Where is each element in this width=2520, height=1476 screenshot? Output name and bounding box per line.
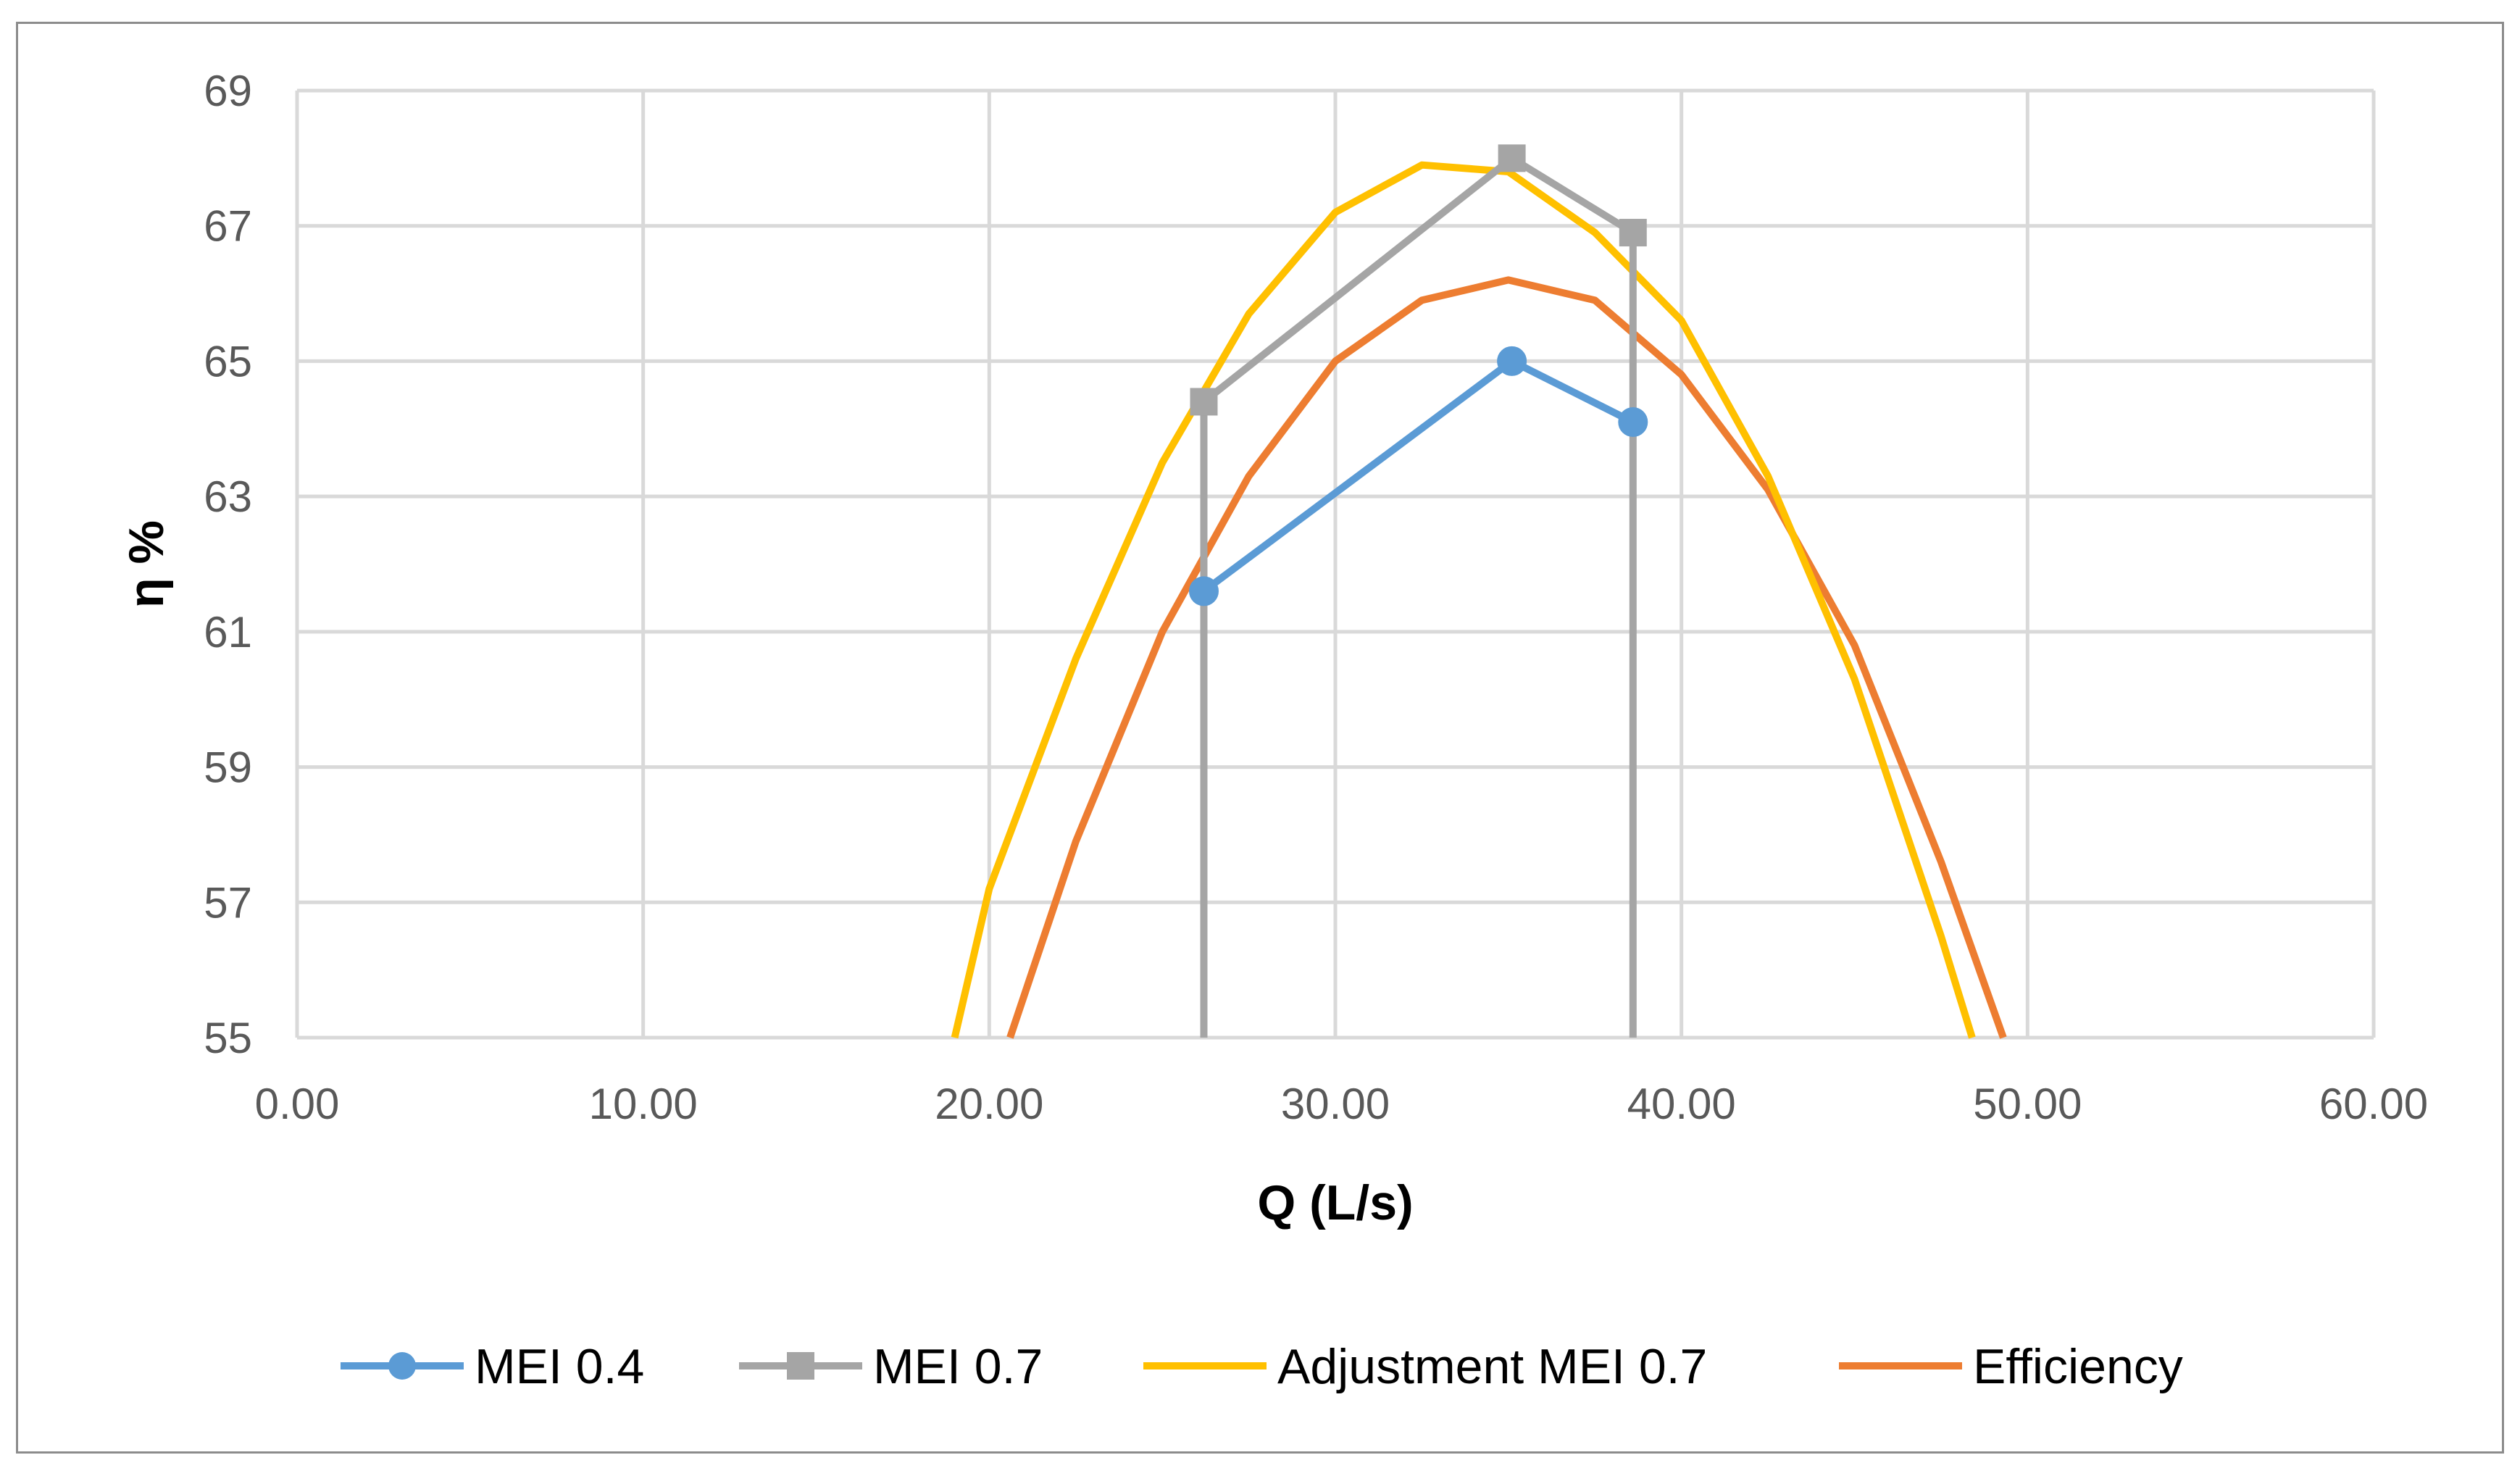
series-mei-0-4 bbox=[1188, 346, 1648, 606]
y-tick-label: 65 bbox=[204, 337, 252, 385]
data-point bbox=[1188, 576, 1219, 606]
y-axis-title: η % bbox=[119, 520, 174, 608]
y-tick-label: 55 bbox=[204, 1014, 252, 1062]
x-tick-label: 60.00 bbox=[2319, 1080, 2428, 1128]
x-tick-label: 0.00 bbox=[255, 1080, 340, 1128]
series-line bbox=[1006, 276, 2007, 1039]
x-tick-label: 50.00 bbox=[1973, 1080, 2082, 1128]
x-tick-label: 10.00 bbox=[589, 1080, 698, 1128]
y-tick-label: 59 bbox=[204, 743, 252, 792]
legend-label: Adjustment MEI 0.7 bbox=[1277, 1339, 1707, 1394]
legend-item: MEI 0.7 bbox=[739, 1339, 1043, 1394]
data-point bbox=[1497, 346, 1527, 376]
legend: MEI 0.4 MEI 0.7 Adjustment MEI 0.7 Efficien… bbox=[341, 1339, 2183, 1394]
x-tick-label: 20.00 bbox=[935, 1080, 1043, 1128]
legend-label: MEI 0.4 bbox=[475, 1339, 644, 1394]
y-tick-label: 63 bbox=[204, 472, 252, 521]
legend-item: MEI 0.4 bbox=[341, 1339, 644, 1394]
series-efficiency bbox=[1006, 276, 2007, 1039]
y-tick-label: 61 bbox=[204, 608, 252, 656]
legend-label: MEI 0.7 bbox=[873, 1339, 1043, 1394]
data-point bbox=[1619, 219, 1647, 247]
series-line bbox=[1201, 357, 1635, 594]
legend-marker bbox=[787, 1352, 814, 1380]
gridlines bbox=[295, 88, 2376, 1040]
data-point bbox=[1498, 144, 1526, 172]
series-adjustment-mei-0-7 bbox=[951, 161, 1976, 1039]
legend-label: Efficiency bbox=[1973, 1339, 2183, 1394]
legend-marker bbox=[388, 1352, 416, 1380]
series-line bbox=[951, 161, 1976, 1039]
legend-item: Adjustment MEI 0.7 bbox=[1143, 1339, 1707, 1394]
data-point bbox=[1618, 406, 1648, 437]
y-tick-label: 57 bbox=[204, 878, 252, 927]
y-tick-label: 69 bbox=[204, 67, 252, 115]
series bbox=[951, 144, 2007, 1039]
data-point bbox=[1190, 388, 1218, 416]
series-mei-0-7 bbox=[1190, 144, 1647, 1038]
x-tick-label: 30.00 bbox=[1281, 1080, 1390, 1128]
y-tick-label: 67 bbox=[204, 202, 252, 251]
chart-frame bbox=[16, 22, 2504, 1454]
x-tick-label: 40.00 bbox=[1627, 1080, 1736, 1128]
legend-item: Efficiency bbox=[1839, 1339, 2183, 1394]
x-axis-title: Q (L/s) bbox=[1257, 1175, 1413, 1230]
tick-labels: 0.00 10.00 20.00 30.00 40.00 50.00 60.00 55 57 59… bbox=[204, 67, 2428, 1128]
